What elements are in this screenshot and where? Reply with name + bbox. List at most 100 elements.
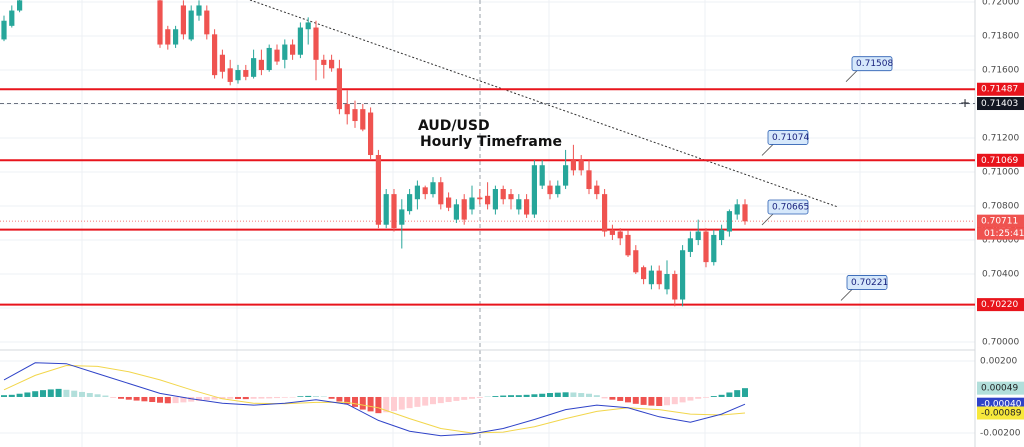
candle-body (492, 189, 498, 210)
candle-body (719, 229, 725, 241)
candle-body (258, 59, 264, 71)
candle-body (313, 27, 319, 60)
y-tick-label: 0.70400 (982, 270, 1019, 280)
last-price-badge-bg (977, 214, 1024, 228)
candle-body (321, 59, 327, 65)
callout-box (851, 56, 893, 72)
histogram-bar (211, 396, 218, 400)
histogram-bar (274, 396, 280, 399)
level-badge-bg (977, 298, 1024, 312)
histogram-bar (461, 396, 468, 400)
callout-leader (845, 69, 859, 82)
macd-line (3, 362, 746, 437)
callout-box (767, 199, 809, 215)
candle-body (290, 44, 296, 55)
candle-body (531, 165, 537, 215)
candle-body (165, 29, 171, 45)
candle-body (227, 68, 233, 82)
macd-badge: -0.00040 (981, 400, 1022, 410)
candle-body (524, 199, 530, 215)
countdown: 01:25:41 (984, 229, 1024, 239)
histogram-bar (554, 392, 561, 397)
histogram-bar (679, 396, 686, 403)
histogram-bar (47, 389, 54, 397)
histogram-bar (453, 396, 460, 401)
candle-body (9, 10, 15, 26)
candle-body (469, 197, 475, 210)
callout-label: 0.71074 (772, 133, 809, 143)
candle-body (563, 165, 569, 186)
histogram-bar (305, 395, 312, 397)
histogram-badge-bg (977, 381, 1024, 395)
histogram-bar (367, 396, 374, 412)
candle-body (305, 22, 311, 30)
candle-body (430, 182, 436, 195)
candle-body (399, 209, 405, 225)
candle-body (641, 267, 647, 280)
candle-body (742, 204, 748, 222)
candle-body (360, 109, 366, 130)
histogram-bar (586, 393, 592, 397)
crosshair-badge-bg (977, 97, 1024, 111)
histogram-bar (391, 396, 397, 412)
y-tick-label: 0.71200 (982, 134, 1019, 144)
histogram-bar (640, 396, 647, 405)
histogram-bar (617, 396, 624, 401)
candle-body (477, 197, 483, 200)
histogram-bar (445, 396, 452, 403)
histogram-bar (671, 396, 678, 405)
histogram-bar (164, 396, 171, 404)
candle-body (173, 29, 179, 45)
signal-badge: -0.00089 (981, 408, 1022, 418)
histogram-badge: 0.00049 (981, 384, 1018, 394)
histogram-bar (63, 389, 70, 397)
candle-body (336, 68, 342, 110)
level-badge: 0.70220 (981, 300, 1018, 310)
candle-body (570, 160, 576, 171)
candle-body (251, 58, 257, 77)
histogram-bar (157, 396, 163, 403)
candle-body (212, 34, 218, 76)
candle-body (17, 0, 23, 11)
histogram-bar (118, 396, 124, 399)
histogram-bar (219, 396, 226, 400)
histogram-bar (422, 396, 429, 406)
histogram-bar (313, 396, 319, 397)
y-tick-label: 0.71800 (982, 32, 1019, 42)
histogram-bar (94, 394, 101, 397)
callout-box (846, 275, 888, 290)
candle-body (438, 182, 444, 205)
candle-body (555, 185, 561, 195)
callout-label: 0.70665 (772, 202, 809, 212)
histogram-bar (578, 393, 585, 397)
histogram-bar (125, 396, 132, 400)
histogram-bar (40, 390, 46, 397)
callout-label: 0.71508 (856, 59, 893, 69)
candle-body (633, 250, 639, 273)
histogram-bar (632, 396, 639, 404)
candle-body (656, 270, 662, 285)
candle-body (352, 109, 358, 122)
histogram-bar (297, 396, 304, 397)
candle-body (703, 231, 709, 263)
y-tick-label: 0.70000 (982, 338, 1019, 348)
histogram-bar (476, 396, 483, 398)
histogram-bar (570, 392, 577, 397)
candle-body (375, 155, 381, 225)
callout-box (767, 130, 809, 145)
candle-body (508, 194, 514, 200)
histogram-bar (531, 394, 538, 397)
callout-leader (840, 288, 854, 301)
candle-body (547, 185, 553, 195)
histogram-bar (430, 396, 436, 405)
histogram-bar (437, 396, 444, 404)
histogram-bar (16, 393, 23, 397)
histogram-bar (383, 396, 390, 413)
histogram-bar (149, 396, 156, 403)
candle-body (235, 70, 241, 81)
candle-body (329, 59, 335, 69)
last-price-badge: 0.70711 (981, 217, 1018, 227)
histogram-bar (289, 396, 296, 398)
candle-body (594, 185, 600, 195)
candle-body (297, 27, 303, 55)
